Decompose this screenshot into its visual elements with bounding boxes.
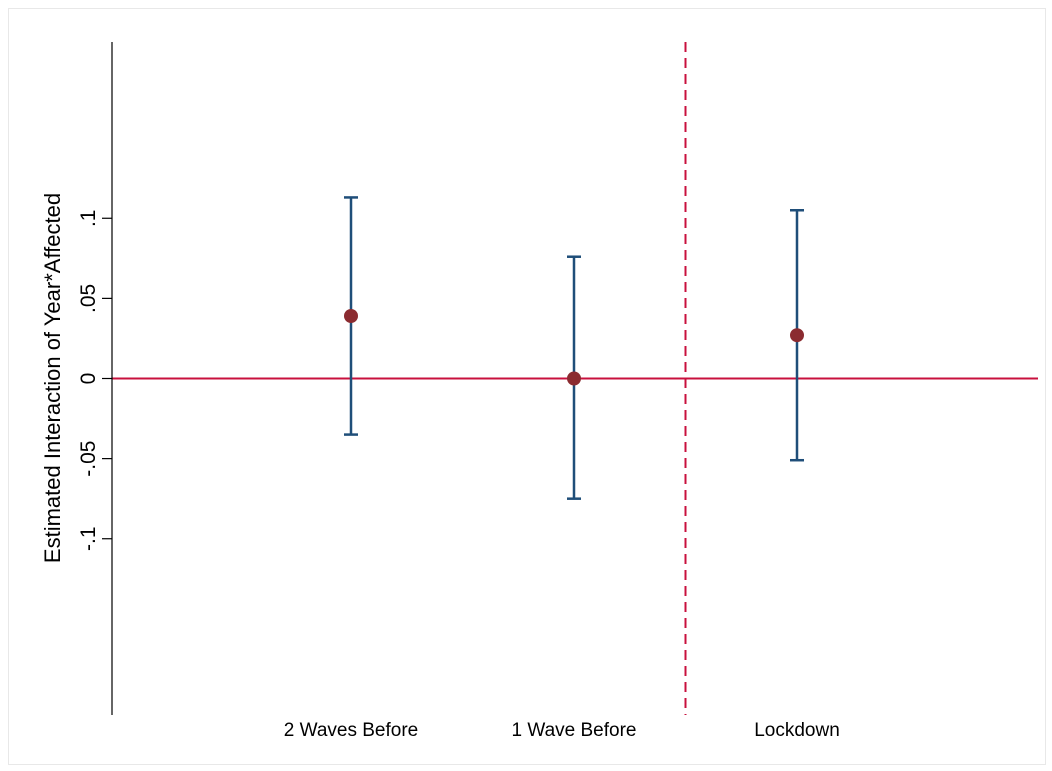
y-tick-label: .1 [77,210,100,228]
chart-frame [8,8,1046,765]
y-tick-label: -.05 [77,441,100,477]
estimate-point [790,328,804,343]
y-tick-label: 0 [77,373,100,385]
x-category-label: Lockdown [754,720,840,741]
estimate-point [567,371,581,386]
x-category-label: 1 Wave Before [512,720,637,741]
x-category-label: 2 Waves Before [284,720,418,741]
estimate-point [344,309,358,324]
y-tick-label: -.1 [77,526,100,551]
y-tick-label: .05 [77,284,100,313]
y-axis-title: Estimated Interaction of Year*Affected [40,193,65,563]
